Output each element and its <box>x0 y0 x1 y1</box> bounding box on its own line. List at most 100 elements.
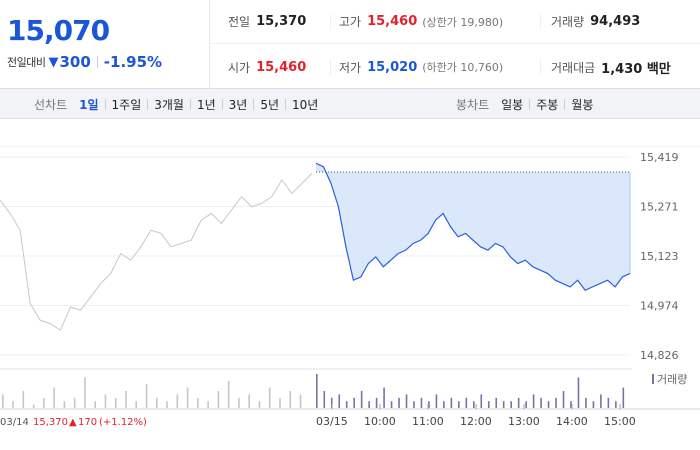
prev-day-change-pct: (+1.12%) <box>99 417 147 428</box>
volume-bar <box>338 394 341 408</box>
quote-row: 시가 15,460 저가 15,020 (하한가 10,760) 거래대금 1,… <box>210 45 700 89</box>
tab-1year[interactable]: 1년 <box>196 97 216 112</box>
tab-weekly-candle[interactable]: 주봉 <box>536 97 559 112</box>
line-chart-tabs: 선차트 1일 1주일 3개월 1년 3년 5년 10년 <box>34 89 322 119</box>
volume-bar <box>510 401 512 408</box>
volume-bar <box>390 401 393 408</box>
volume-bar <box>570 401 572 408</box>
volume-bar <box>540 397 542 408</box>
current-price-box: 15,070 전일대비 ▼ 300 -1.95% <box>0 0 210 89</box>
y-tick-label: 15,123 <box>640 250 679 263</box>
volume-bar <box>207 401 209 408</box>
volume-bar <box>12 401 14 408</box>
volume-bar <box>398 397 400 408</box>
volume-bar <box>600 394 602 408</box>
volume-bar <box>63 401 66 408</box>
stat-label: 고가 <box>339 15 362 29</box>
tab-divider <box>564 98 566 110</box>
volume-bar <box>94 401 96 408</box>
y-tick-label: 14,826 <box>640 349 679 362</box>
volume-bar <box>289 391 292 408</box>
volume-bar <box>84 377 86 408</box>
volume-bar <box>473 401 475 408</box>
volume-bar <box>480 394 483 408</box>
prev-day-line <box>0 173 313 332</box>
price-chart[interactable]: 15,419 15,271 15,123 14,974 14,826 03/15 10:0… <box>0 146 700 450</box>
volume-bar <box>607 397 610 408</box>
volume-bar <box>43 397 45 408</box>
volume-bar <box>166 401 168 408</box>
volume-bar <box>517 397 520 408</box>
volume-bar <box>197 397 199 408</box>
x-tick-label: 11:00 <box>412 415 444 428</box>
volume-bar <box>435 394 438 408</box>
volume-legend: 거래량 <box>652 373 687 386</box>
tab-1week[interactable]: 1주일 <box>111 97 142 112</box>
tab-monthly-candle[interactable]: 월봉 <box>571 97 594 112</box>
volume-bar <box>577 377 580 408</box>
prev-day-summary: 03/14 15,370 ▲ 170 (+1.12%) <box>0 417 147 428</box>
change-percent: -1.95% <box>103 53 163 71</box>
tab-divider <box>529 98 531 110</box>
volume-bar <box>585 397 587 408</box>
volume-bar <box>353 397 355 408</box>
stat-label: 저가 <box>339 60 362 75</box>
volume-bar <box>487 401 490 408</box>
stat-volume: 거래량 94,493 <box>540 13 640 30</box>
volume-bar <box>145 384 148 408</box>
prev-day-change: 170 <box>78 417 97 428</box>
volume-bar <box>562 391 565 408</box>
chart-tab-bar: 선차트 1일 1주일 3개월 1년 3년 5년 10년 봉차트 일봉 주봉 월봉 <box>0 89 700 119</box>
tab-5year[interactable]: 5년 <box>260 97 280 112</box>
stat-value: 15,460 <box>367 14 418 29</box>
volume-bar <box>413 401 415 408</box>
volume-bar <box>135 401 138 408</box>
prev-day-date: 03/14 <box>0 417 29 428</box>
volume-bar <box>360 391 363 408</box>
change-label: 전일대비 <box>7 56 46 69</box>
stat-low: 저가 15,020 (하한가 10,760) <box>330 59 503 75</box>
volume-bar <box>383 387 385 408</box>
volume-bar <box>525 401 527 408</box>
change-value: 300 <box>59 53 91 71</box>
stat-value: 1,430 백만 <box>601 61 671 77</box>
volume-bar <box>428 401 430 408</box>
tab-daily-candle[interactable]: 일봉 <box>501 97 524 112</box>
volume-bar <box>258 401 261 408</box>
volume-bar <box>299 394 302 408</box>
tab-3year[interactable]: 3년 <box>228 97 248 112</box>
today-fill-area <box>316 163 630 291</box>
today-series <box>315 162 631 291</box>
tab-10year[interactable]: 10년 <box>292 97 319 112</box>
down-arrow-icon: ▼ <box>48 54 59 70</box>
volume-bar <box>2 394 4 408</box>
stat-label: 거래대금 <box>551 60 596 75</box>
volume-bar <box>345 401 348 408</box>
prev-day-series <box>0 173 313 332</box>
volume-bar <box>450 397 453 408</box>
stat-value: 15,460 <box>256 59 307 75</box>
volume-bar <box>368 401 370 408</box>
tab-divider <box>285 98 287 110</box>
volume-bar <box>555 397 557 408</box>
volume-bar <box>323 391 326 408</box>
volume-bar <box>465 397 468 408</box>
stat-value: 15,020 <box>367 59 418 75</box>
x-tick-label: 13:00 <box>508 415 540 428</box>
candle-chart-title: 봉차트 <box>456 97 490 112</box>
volume-bar <box>420 397 423 408</box>
x-tick-label: 14:00 <box>556 415 588 428</box>
volume-bar <box>238 397 240 408</box>
stat-lower-limit: (하한가 10,760) <box>422 61 504 74</box>
stat-label: 전일 <box>228 15 251 29</box>
volume-bar <box>502 401 505 408</box>
stat-upper-limit: (상한가 19,980) <box>422 15 504 29</box>
tab-divider <box>189 98 191 110</box>
volume-bar <box>125 391 127 408</box>
change-row: 전일대비 ▼ 300 -1.95% <box>7 53 162 71</box>
volume-bar <box>443 401 445 408</box>
tab-3month[interactable]: 3개월 <box>154 97 184 112</box>
tab-1day[interactable]: 1일 <box>79 97 99 112</box>
volume-bar <box>227 380 230 408</box>
volume-bar <box>458 401 460 408</box>
